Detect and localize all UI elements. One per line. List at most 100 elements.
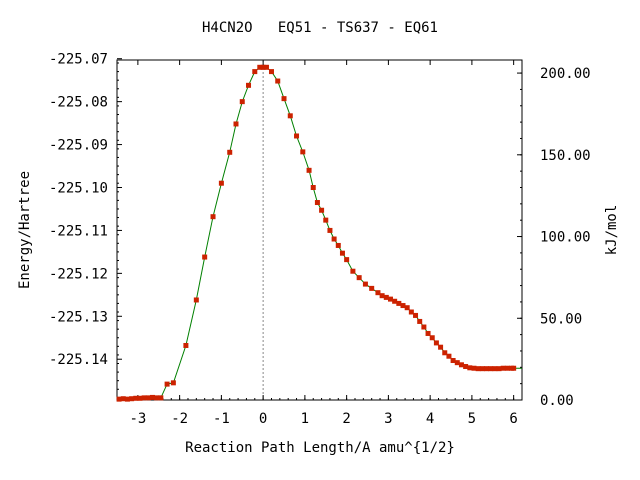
data-point <box>339 250 345 256</box>
y-tick-label: -225.14 <box>49 352 108 368</box>
data-point <box>350 268 356 274</box>
data-point <box>281 96 287 102</box>
x-tick-label: -2 <box>171 411 188 427</box>
y-axis-right: 200.00 150.00 100.00 50.00 0.00 <box>517 66 591 409</box>
data-point <box>369 285 375 291</box>
y-axis-label: Energy/Hartree <box>17 171 33 289</box>
data-point <box>252 69 258 75</box>
y-tick-label: -225.12 <box>49 266 108 282</box>
data-point <box>193 297 199 303</box>
x-axis: -3 -2 -1 0 1 2 3 4 5 6 <box>120 60 518 427</box>
data-point <box>183 342 189 348</box>
x-tick-label: 0 <box>259 411 267 427</box>
x-tick-label: -3 <box>129 411 146 427</box>
data-point <box>263 64 269 70</box>
data-points <box>116 64 517 402</box>
data-point <box>379 293 385 299</box>
data-point <box>120 396 126 402</box>
x-tick-label: -1 <box>213 411 230 427</box>
y2-tick-label: 0.00 <box>540 393 574 409</box>
data-point <box>408 309 414 315</box>
data-point <box>344 257 350 263</box>
data-point <box>467 365 473 371</box>
data-point <box>356 275 362 281</box>
data-point <box>331 236 337 242</box>
data-point <box>496 366 502 372</box>
y-tick-label: -225.13 <box>49 309 108 325</box>
data-point <box>158 395 164 401</box>
data-point <box>170 380 176 386</box>
y-tick-label: -225.11 <box>49 223 108 239</box>
data-point <box>375 290 381 296</box>
y-axis-left: -225.07 -225.08 -225.09 -225.10 -225.11 -225.… <box>49 52 122 399</box>
y2-tick-label: 100.00 <box>540 230 591 246</box>
data-point <box>164 381 170 387</box>
data-point <box>421 324 427 330</box>
data-point <box>442 350 448 356</box>
data-point <box>218 180 224 186</box>
data-point <box>275 78 281 84</box>
data-point <box>323 217 329 223</box>
data-point <box>149 394 155 400</box>
data-point <box>300 149 306 155</box>
data-point <box>287 113 293 119</box>
x-tick-label: 6 <box>509 411 517 427</box>
data-point <box>383 294 389 300</box>
plot-frame <box>116 59 523 401</box>
data-point <box>239 99 245 105</box>
data-point <box>475 366 481 372</box>
y-tick-label: -225.09 <box>49 138 108 154</box>
x-tick-label: 4 <box>426 411 434 427</box>
data-point <box>500 365 506 371</box>
data-point <box>233 121 239 127</box>
data-point <box>471 365 477 371</box>
data-point <box>413 312 419 318</box>
data-point <box>227 149 233 155</box>
data-point <box>116 396 122 402</box>
data-point <box>438 344 444 350</box>
chart-title: H4CN2O EQ51 - TS637 - EQ61 <box>202 20 438 36</box>
data-point <box>387 296 393 302</box>
data-point <box>446 353 452 359</box>
y-tick-label: -225.07 <box>49 52 108 68</box>
x-tick-label: 3 <box>384 411 392 427</box>
data-point <box>454 360 460 366</box>
data-point <box>425 330 431 336</box>
data-point <box>314 200 320 206</box>
data-point <box>268 69 274 75</box>
data-point <box>484 366 490 372</box>
data-point <box>433 340 439 346</box>
data-point <box>362 281 368 287</box>
data-point <box>450 358 456 364</box>
data-point <box>327 227 333 233</box>
y2-tick-label: 200.00 <box>540 66 591 82</box>
data-point <box>463 364 469 370</box>
y-tick-label: -225.10 <box>49 181 108 197</box>
data-point <box>133 395 139 401</box>
series-line <box>119 66 522 400</box>
data-point <box>488 366 494 372</box>
y2-tick-label: 50.00 <box>540 311 582 327</box>
y-tick-label: -225.08 <box>49 95 108 111</box>
data-point <box>429 335 435 341</box>
data-point <box>260 64 266 70</box>
data-point <box>257 64 263 70</box>
data-point <box>492 366 498 372</box>
data-point <box>246 82 252 88</box>
data-point <box>458 362 464 368</box>
data-point <box>137 395 143 401</box>
data-point <box>400 303 406 309</box>
data-point <box>306 167 312 173</box>
data-point <box>124 396 130 402</box>
data-point <box>210 214 216 220</box>
data-point <box>319 207 325 213</box>
x-tick-label: 5 <box>468 411 476 427</box>
data-point <box>417 318 423 324</box>
data-point <box>511 365 517 371</box>
data-point <box>404 305 410 311</box>
x-tick-label: 1 <box>301 411 309 427</box>
y2-axis-label: kJ/mol <box>604 205 620 256</box>
data-point <box>310 185 316 190</box>
data-point <box>294 133 300 139</box>
